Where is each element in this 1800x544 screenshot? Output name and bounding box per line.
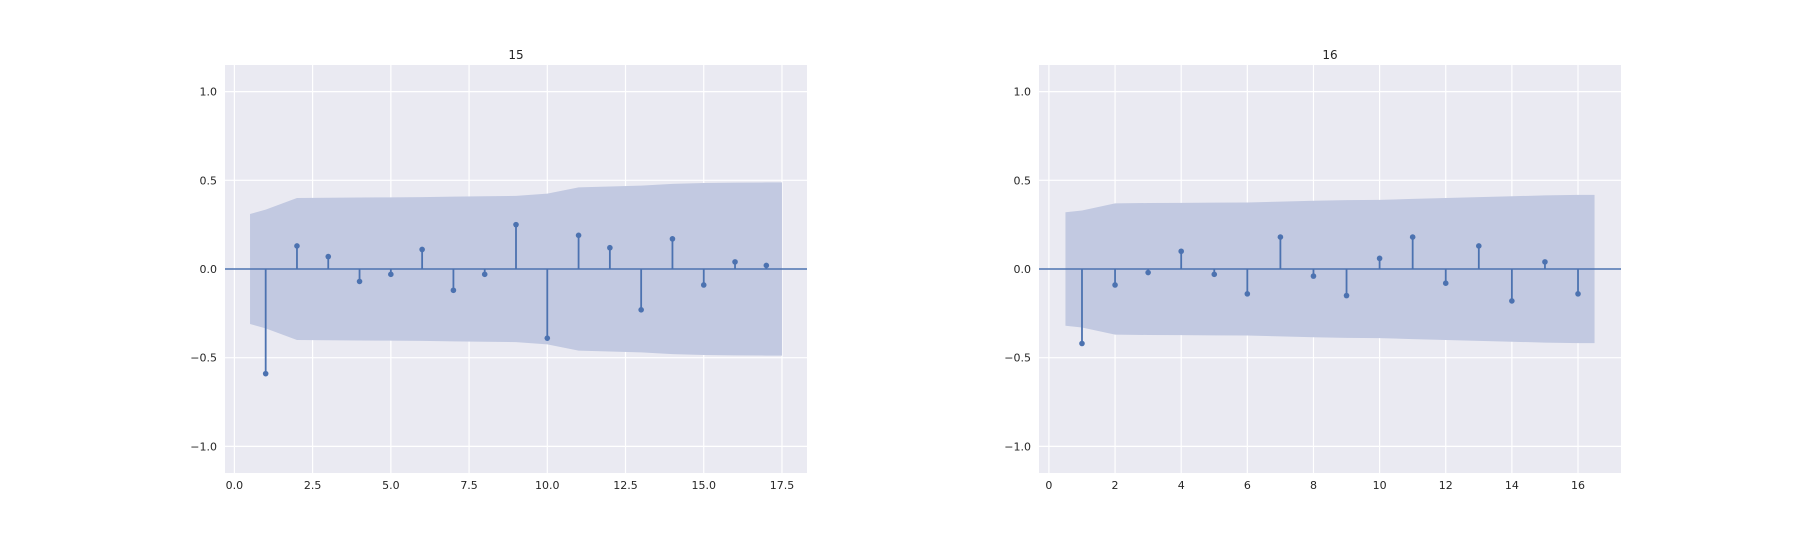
marker-lag-11: [575, 232, 582, 239]
x-tick-label: 15.0: [691, 479, 716, 492]
x-tick-label: 6: [1244, 479, 1251, 492]
chart-title: 16: [1322, 48, 1337, 62]
marker-lag-16: [732, 259, 738, 265]
marker-lag-7: [450, 287, 457, 294]
marker-lag-4: [1178, 248, 1184, 255]
marker-lag-13: [1476, 243, 1482, 249]
marker-lag-7: [1277, 234, 1284, 240]
marker-lag-2: [294, 243, 300, 249]
x-tick-label: 10: [1373, 479, 1387, 492]
marker-lag-6: [419, 246, 425, 253]
x-tick-label: 0.0: [226, 479, 244, 492]
marker-lag-17: [763, 262, 770, 269]
y-tick-label: 0.0: [1014, 263, 1032, 276]
x-tick-label: 0: [1045, 479, 1052, 492]
y-tick-label: 0.5: [200, 174, 218, 187]
marker-lag-5: [1211, 271, 1218, 278]
marker-lag-13: [638, 307, 644, 313]
x-tick-label: 14: [1505, 479, 1519, 492]
x-tick-label: 4: [1178, 479, 1185, 492]
marker-lag-14: [1509, 298, 1515, 304]
marker-lag-10: [1376, 255, 1383, 262]
x-tick-label: 8: [1310, 479, 1317, 492]
marker-lag-15: [700, 282, 707, 288]
x-tick-label: 16: [1571, 479, 1585, 492]
marker-lag-9: [1343, 292, 1350, 299]
marker-lag-1: [1079, 340, 1085, 347]
marker-lag-8: [1310, 273, 1317, 279]
x-tick-label: 12.5: [613, 479, 638, 492]
marker-lag-16: [1575, 291, 1581, 297]
marker-lag-4: [356, 278, 363, 285]
y-tick-label: −0.5: [1004, 352, 1031, 365]
marker-lag-15: [1542, 259, 1548, 265]
y-tick-label: 0.5: [1014, 174, 1032, 187]
marker-lag-9: [513, 221, 519, 228]
x-tick-label: 5.0: [382, 479, 400, 492]
marker-lag-8: [481, 271, 488, 278]
x-tick-label: 10.0: [535, 479, 560, 492]
x-tick-label: 7.5: [460, 479, 478, 492]
marker-lag-5: [388, 271, 394, 278]
panel-15: 0.0 2.5 5.0 7.5 10.0 12.5 15.0 17.5 −1.0 −0.5 0.0 0…: [190, 48, 807, 492]
marker-lag-3: [1145, 269, 1151, 276]
marker-lag-3: [325, 253, 332, 260]
marker-lag-11: [1409, 234, 1416, 240]
marker-lag-6: [1244, 291, 1251, 297]
y-tick-label: 1.0: [1014, 86, 1032, 99]
marker-lag-14: [669, 236, 676, 242]
y-tick-label: 1.0: [200, 86, 218, 99]
x-tick-label: 17.5: [770, 479, 795, 492]
y-tick-label: 0.0: [200, 263, 218, 276]
x-tick-label: 12: [1439, 479, 1453, 492]
x-tick-label: 2: [1112, 479, 1119, 492]
chart-title: 15: [508, 48, 523, 62]
marker-lag-1: [262, 370, 269, 377]
y-tick-label: −0.5: [190, 352, 217, 365]
marker-lag-12: [1442, 280, 1449, 286]
y-tick-label: −1.0: [190, 440, 217, 453]
y-tick-label: −1.0: [1004, 440, 1031, 453]
marker-lag-12: [607, 244, 613, 251]
marker-lag-10: [544, 335, 551, 341]
marker-lag-2: [1112, 282, 1118, 288]
panel-16: 0 2 4 6 8 10 12 14 16 −1.0 −0.5 0.0 0.5 1.0 16: [1004, 48, 1621, 492]
x-tick-label: 2.5: [304, 479, 322, 492]
